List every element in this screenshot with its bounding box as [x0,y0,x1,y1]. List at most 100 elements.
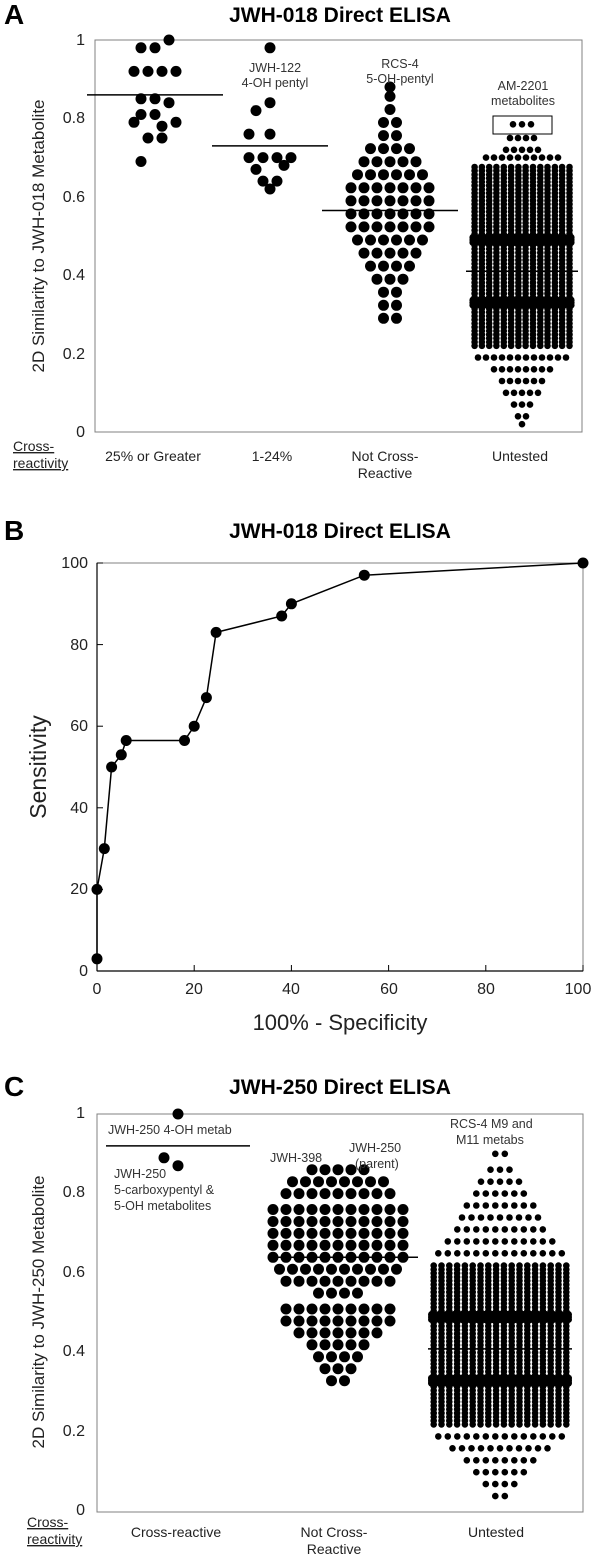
panel-a-point [378,312,389,324]
panel-c-annotation-5cp-line2: 5-carboxypentyl & [114,1183,215,1197]
panel-a-point [352,169,363,181]
panel-c-point [477,1178,485,1185]
panel-b-xtick-4: 80 [477,981,495,998]
panel-c-point [352,1176,363,1188]
panel-c-point [492,1433,499,1440]
panel-c-point [511,1379,519,1387]
panel-a-point [497,238,505,246]
panel-a-point [566,163,573,171]
panel-c-point [458,1315,466,1324]
panel-c-point [501,1190,509,1197]
panel-b-xtick-2: 40 [282,981,300,998]
panel-a-point [546,238,554,246]
panel-a-point [149,109,161,120]
panel-a-point [510,389,518,397]
panel-c-point [345,1303,357,1315]
panel-c-point [287,1176,298,1188]
panel-a-point [170,65,182,77]
panel-a-point [156,65,168,77]
panel-a-ytick-4: 0.8 [63,110,85,127]
panel-b-ytick-3: 60 [70,718,88,735]
panel-a-category-4: Untested [492,448,548,464]
panel-c-point [511,1250,518,1257]
panel-c-point [508,1262,515,1269]
panel-c-point [332,1303,344,1315]
panel-c-point [332,1275,344,1287]
panel-c-annotation-jwh398: JWH-398 [270,1151,322,1165]
panel-a-point [423,221,435,233]
panel-a-point [530,134,538,142]
panel-c-point [384,1216,396,1227]
panel-a-point [163,97,175,109]
panel-a-point [264,97,276,109]
panel-a-point [410,221,422,233]
panel-c-point [515,1214,523,1221]
panel-a-point [365,169,376,181]
panel-a-point [546,366,554,373]
panel-a-point [534,146,542,154]
panel-c-point [306,1275,318,1287]
panel-c-point [506,1214,513,1221]
panel-a-point [560,238,568,246]
panel-a-title: JWH-018 Direct ELISA [229,4,451,27]
panel-a-point [558,163,566,171]
panel-b-ytick-2: 40 [70,800,88,817]
panel-c-point [516,1262,523,1269]
panel-a-point [483,238,491,246]
panel-a-annotation-am2201-line1: AM-2201 [498,79,549,93]
panel-c-point [443,1315,451,1324]
panel-a-ytick-1: 0.2 [63,346,85,363]
panel-c-point [365,1263,376,1275]
panel-a-point [384,104,396,115]
panel-c-point [520,1468,528,1476]
panel-c-point [526,1379,535,1387]
panel-a-point [250,105,262,117]
panel-c-point [500,1262,508,1269]
panel-c-point [158,1152,170,1164]
panel-c-point [458,1214,466,1221]
panel-a-point [423,195,435,207]
panel-b-roc-point [120,735,132,746]
panel-a-category-1: 25% or Greater [105,448,201,464]
panel-a-category-2: 1-24% [252,448,292,464]
panel-b-xtick-1: 20 [185,981,203,998]
panel-c-point [450,1379,458,1387]
panel-c-point [463,1202,471,1209]
panel-b-roc-line [96,562,584,959]
panel-c-point [332,1204,344,1215]
panel-c-point [319,1204,331,1215]
panel-c-point [563,1262,570,1269]
panel-c-point [482,1226,490,1233]
panel-c-point [492,1150,499,1158]
panel-c-point [473,1190,480,1197]
panel-c-point [506,1166,513,1173]
panel-c-point [384,1204,396,1215]
panel-b-roc-point [285,598,297,610]
panel-a-point [539,301,547,309]
panel-a-point [250,163,262,175]
panel-b-roc-point [577,557,589,569]
panel-c-point [358,1216,370,1227]
panel-c-point [496,1214,504,1221]
panel-c-point [371,1275,383,1287]
panel-c-point [482,1457,490,1464]
panel-c-point [306,1227,318,1239]
panel-a-point [518,401,526,408]
panel-a-point [474,354,482,361]
panel-a-point [384,195,396,207]
panel-c-point [280,1216,292,1227]
panel-a-point [514,134,522,142]
panel-a-point [490,366,498,373]
panel-c-point [520,1433,528,1440]
panel-c-point [501,1250,509,1257]
panel-a-point [511,238,519,246]
panel-c-point [397,1204,409,1215]
panel-a-point [522,366,530,373]
panel-a-point [371,182,383,194]
panel-a-annotation-jwh122-line2: 4-OH pentyl [242,76,309,90]
panel-c-point [482,1250,490,1257]
panel-c-point [458,1379,466,1387]
panel-c-point [511,1457,518,1464]
panel-a-point [551,163,559,171]
panel-c-point [530,1226,537,1233]
